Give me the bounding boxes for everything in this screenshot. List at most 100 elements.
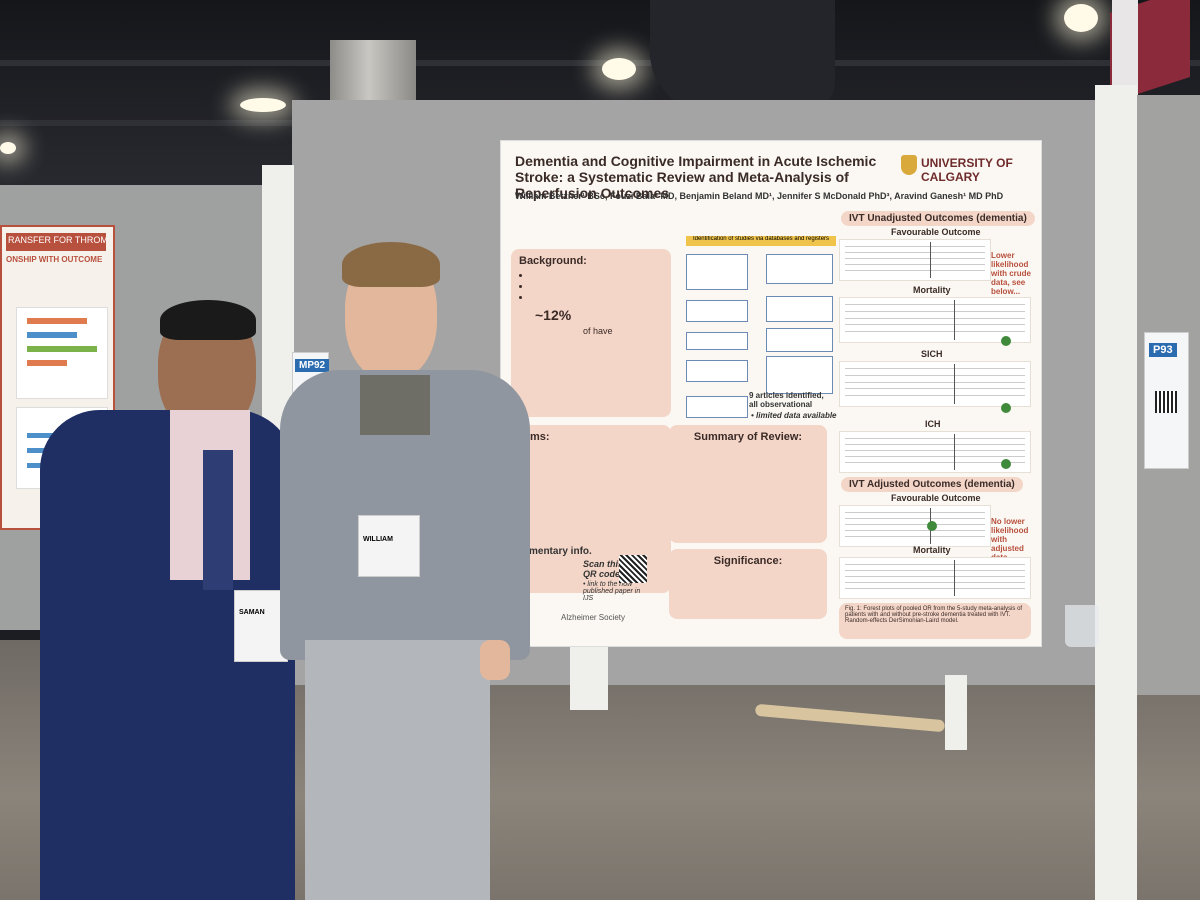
name-badge: SAMAN xyxy=(234,590,288,662)
board-number: MP92 xyxy=(295,359,330,372)
forest-row xyxy=(845,395,1025,397)
air-duct xyxy=(650,0,835,112)
flow-result-sub: • limited data available xyxy=(751,411,837,420)
badge-name: WILLIAM xyxy=(363,536,393,543)
forest-row xyxy=(845,324,1025,326)
ceiling-light xyxy=(240,98,286,112)
forest-plot xyxy=(839,239,991,281)
flow-box xyxy=(766,328,833,352)
background-heading: Background: xyxy=(519,255,587,267)
forest-axis xyxy=(954,364,955,404)
sponsor-logo: Alzheimer Society xyxy=(561,613,626,622)
forest-row xyxy=(845,310,1025,312)
forest-axis xyxy=(930,242,931,278)
section-ivt-unadjusted: IVT Unadjusted Outcomes (dementia) xyxy=(841,211,1035,226)
board-post xyxy=(1095,85,1137,900)
flow-box xyxy=(766,296,833,322)
check-icon xyxy=(927,521,937,531)
person-right-hair xyxy=(342,242,440,287)
person-right-pants xyxy=(305,640,490,900)
significance-heading: Significance: xyxy=(713,555,783,567)
person-right: WILLIAM xyxy=(280,240,530,900)
flow-box xyxy=(686,360,748,382)
forest-row xyxy=(845,530,985,531)
plot-title-favourable-adjusted: Favourable Outcome xyxy=(891,493,981,503)
forest-row xyxy=(845,246,985,247)
qr-code xyxy=(1155,391,1177,413)
plastic-cup xyxy=(1065,605,1099,647)
name-badge: WILLIAM xyxy=(358,515,420,577)
plot-title-mortality-adjusted: Mortality xyxy=(913,545,951,555)
left-poster-chart xyxy=(16,307,108,399)
background-stat-suffix: of have xyxy=(583,326,613,336)
forest-row xyxy=(845,264,985,265)
person-right-hand xyxy=(480,640,510,680)
qr-caption: Scan this QR code xyxy=(583,559,624,579)
forest-row xyxy=(845,381,1025,383)
forest-row xyxy=(845,252,985,253)
forest-row xyxy=(845,444,1025,445)
forest-row xyxy=(845,536,985,537)
forest-row xyxy=(845,588,1025,589)
note-adjusted: No lower likelihood with adjusted data xyxy=(991,517,1029,562)
forest-axis xyxy=(954,434,955,470)
hanging-banner-white xyxy=(1112,0,1138,95)
forest-row xyxy=(845,570,1025,571)
forest-row xyxy=(845,456,1025,457)
forest-row xyxy=(845,582,1025,583)
forest-plot xyxy=(839,505,991,547)
ceiling-beam xyxy=(0,60,1200,66)
forest-axis xyxy=(954,300,955,340)
flow-box xyxy=(766,254,833,284)
forest-row xyxy=(845,518,985,519)
check-icon xyxy=(1001,403,1011,413)
board-foot xyxy=(570,645,608,710)
forest-plot xyxy=(839,297,1031,343)
board-number-sign: P93 xyxy=(1144,332,1189,469)
forest-row xyxy=(845,258,985,259)
person-left-tie xyxy=(203,450,233,590)
flow-heading: Identification of studies via databases … xyxy=(686,236,836,246)
forest-plot xyxy=(839,431,1031,473)
forest-row xyxy=(845,576,1025,577)
forest-plot xyxy=(839,557,1031,599)
research-poster: Dementia and Cognitive Impairment in Acu… xyxy=(500,140,1042,647)
forest-row xyxy=(845,270,985,271)
forest-row xyxy=(845,374,1025,376)
note-unadjusted: Lower likelihood with crude data, see be… xyxy=(991,251,1032,296)
figure-caption: Fig. 1: Forest plots of pooled OR from t… xyxy=(839,603,1031,639)
background-list xyxy=(519,270,663,303)
flow-box xyxy=(686,254,748,290)
plot-title-favourable: Favourable Outcome xyxy=(891,227,981,237)
badge-name: SAMAN xyxy=(239,609,265,616)
section-ivt-adjusted: IVT Adjusted Outcomes (dementia) xyxy=(841,477,1023,492)
check-icon xyxy=(1001,336,1011,346)
plot-title-ich: ICH xyxy=(925,419,941,429)
plot-title-sich: SICH xyxy=(921,349,943,359)
person-left: SAMAN xyxy=(40,300,300,900)
university-logo: UNIVERSITY OF CALGARY xyxy=(921,156,1013,184)
flow-box xyxy=(766,356,833,394)
check-icon xyxy=(1001,459,1011,469)
background-box: Background: ~12% of have xyxy=(511,249,671,417)
university-crest-icon xyxy=(901,155,917,175)
ceiling-light xyxy=(0,142,16,154)
flow-box xyxy=(686,396,748,418)
person-right-collar xyxy=(360,375,430,435)
forest-row xyxy=(845,450,1025,451)
forest-row xyxy=(845,368,1025,369)
board-number: P93 xyxy=(1149,343,1177,357)
prisma-flow-diagram: Identification of studies via databases … xyxy=(676,236,836,418)
poster-authors: William Betzner¹ BSc, Fouzi Bala² MD, Be… xyxy=(515,191,1004,201)
aims-heading: Aims: xyxy=(519,431,550,443)
qr-sub: • link to the now published paper in IJS xyxy=(583,581,641,602)
board-foot xyxy=(945,675,967,750)
forest-row xyxy=(845,304,1025,305)
significance-box: Significance: xyxy=(669,549,827,619)
ceiling-light xyxy=(602,58,636,80)
person-left-hair xyxy=(160,300,256,340)
forest-row xyxy=(845,524,985,525)
forest-row xyxy=(845,317,1025,319)
flow-box xyxy=(686,300,748,322)
forest-row xyxy=(845,512,985,513)
